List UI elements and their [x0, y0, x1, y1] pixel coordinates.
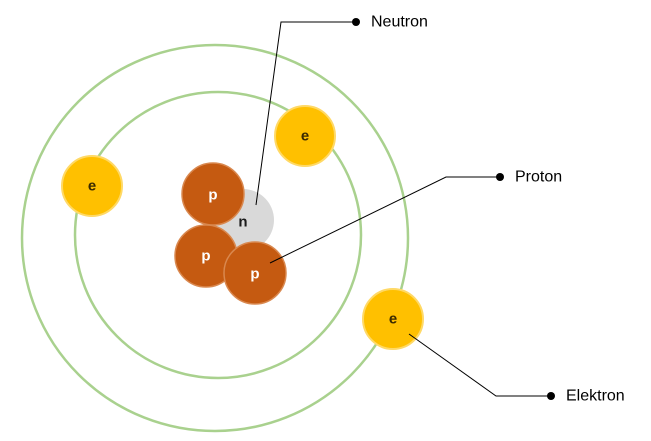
proton-particle-top: p: [181, 162, 245, 226]
electron-bottom-right-circle: [362, 288, 424, 350]
inner-orbit: [73, 90, 363, 380]
electron-left-circle: [61, 155, 123, 217]
neutron-leader-dot: [352, 18, 360, 26]
outer-orbit: [20, 43, 410, 433]
electron-bottom-right: e: [362, 288, 424, 350]
proton-particle-right: p: [223, 241, 287, 305]
electron-top-letter: e: [301, 128, 309, 145]
electron-left: e: [61, 155, 123, 217]
proton-letter-left: p: [201, 248, 210, 265]
neutron-label: Neutron: [371, 14, 428, 31]
neutron-leader-line: [255, 21, 356, 206]
electron-label: Elektron: [566, 388, 625, 405]
proton-leader-dot: [496, 173, 504, 181]
proton-circle-top: [181, 162, 245, 226]
nucleus: n p p p: [174, 162, 287, 305]
proton-leader-line: [269, 176, 500, 264]
proton-letter-right: p: [250, 266, 259, 283]
electron-leader-dot: [547, 392, 555, 400]
proton-label: Proton: [515, 169, 562, 186]
neutron-letter: n: [238, 214, 247, 231]
proton-letter-top: p: [208, 187, 217, 204]
proton-circle-right: [223, 241, 287, 305]
electron-bottom-right-letter: e: [389, 311, 397, 328]
electron-leader-line: [408, 333, 551, 397]
electron-top: e: [274, 105, 336, 167]
electron-top-circle: [274, 105, 336, 167]
electron-left-letter: e: [88, 178, 96, 195]
